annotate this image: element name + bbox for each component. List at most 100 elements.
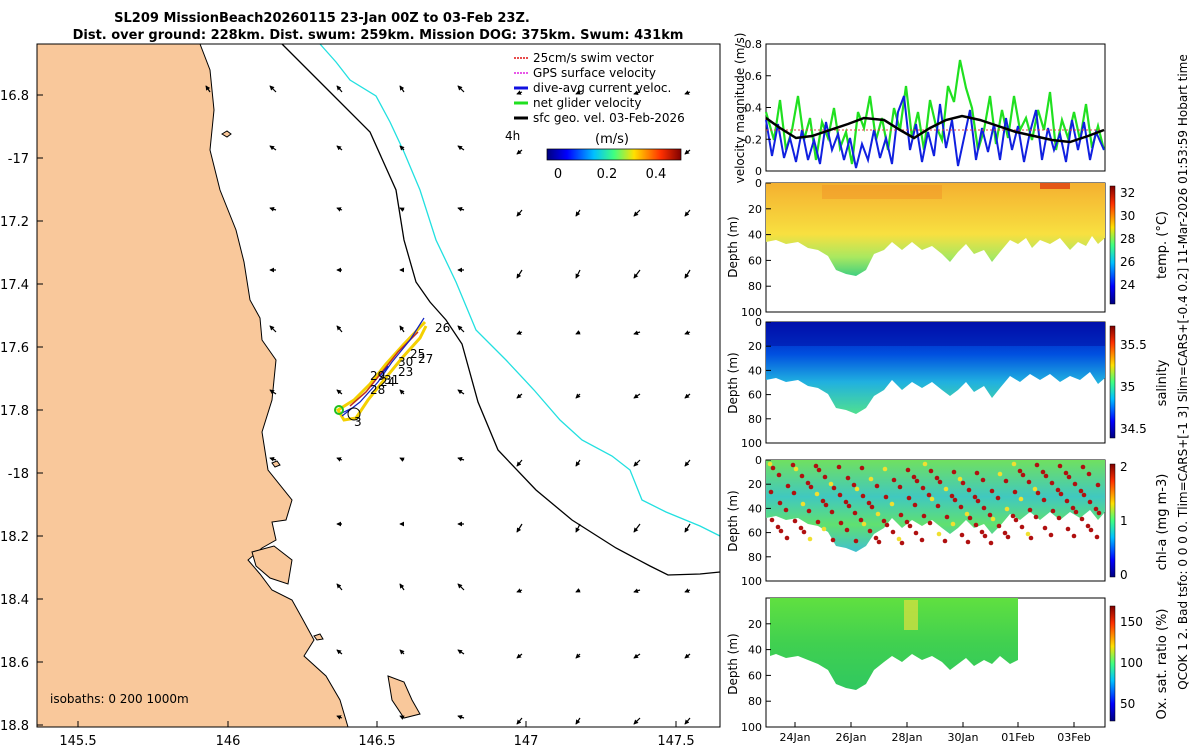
chla-dot — [1055, 487, 1061, 493]
chla-dot — [883, 494, 889, 500]
depth-tick-label: 40 — [748, 364, 762, 377]
time-x-ticks: 24Jan 26Jan 28Jan 30Jan 01Feb 03Feb — [780, 722, 1091, 744]
day-label: 3 — [354, 415, 362, 429]
chla-dot — [937, 479, 943, 485]
chla-dot — [911, 474, 917, 480]
chla-dot — [944, 514, 950, 520]
current-arrow — [516, 330, 523, 335]
current-arrow — [684, 653, 691, 659]
chla-dot — [951, 469, 957, 475]
chla-dot — [851, 482, 857, 488]
depth-tick-label: 20 — [748, 618, 762, 631]
salinity-panel[interactable]: salinity Depth (m) 0 20 40 60 80 100 35.5 35 34.… — [726, 316, 1170, 450]
salinity-cbar-label: salinity — [1155, 359, 1170, 406]
map-y-tick-label: 18.2 — [0, 530, 29, 545]
title-line-2: Dist. over ground: 228km. Dist. swum: 25… — [73, 28, 684, 43]
cbar-tick-label: 35 — [1120, 380, 1135, 394]
chla-dot — [929, 496, 935, 502]
chla-dot — [1033, 514, 1039, 520]
title-line-1: SL209 MissionBeach20260115 23-Jan 00Z to… — [114, 11, 530, 26]
current-arrow — [633, 330, 641, 336]
current-arrow — [269, 85, 277, 93]
chla-dot — [912, 502, 918, 508]
chla-panel[interactable]: chl-a (mg m-3) Depth (m) 0 20 40 60 80 100 2 1 0 — [726, 454, 1170, 588]
time-tick-label: 03Feb — [1057, 731, 1090, 744]
map-y-tick-label: 17.4 — [0, 278, 29, 293]
current-arrow — [399, 457, 405, 462]
chla-dot — [837, 492, 843, 498]
map-y-tick-label: -18 — [8, 467, 29, 482]
chla-dot — [965, 539, 971, 545]
chla-dot — [958, 504, 964, 510]
current-arrow — [399, 145, 405, 151]
map-x-tick-label: 147.5 — [657, 734, 694, 749]
glider-track-inner — [349, 331, 419, 407]
chla-cbar-label: chl-a (mg m-3) — [1155, 474, 1170, 571]
speed-cbar-tick: 0.4 — [646, 167, 667, 182]
chla-dot — [1096, 510, 1102, 516]
chla-dot — [1043, 473, 1049, 479]
chla-dot — [974, 470, 980, 476]
chla-dot — [784, 535, 790, 541]
chla-dot — [950, 521, 956, 527]
day-label: 26 — [435, 321, 450, 335]
chla-dot — [778, 528, 784, 534]
current-arrow — [575, 90, 581, 95]
chla-dot — [799, 473, 805, 479]
chla-dot — [898, 512, 904, 518]
chla-dot — [829, 509, 835, 515]
chla-dot — [791, 490, 797, 496]
chla-dot — [980, 477, 986, 483]
chla-dot — [987, 512, 993, 518]
current-arrow — [684, 90, 691, 95]
chla-dot — [768, 489, 774, 495]
chla-dot — [907, 523, 913, 529]
chla-dot — [906, 495, 912, 501]
chla-dot — [767, 461, 773, 467]
chla-dot — [836, 464, 842, 470]
chla-dot — [1005, 534, 1011, 540]
current-arrow — [633, 717, 641, 725]
chla-dot — [1041, 497, 1047, 503]
chla-dot — [882, 466, 888, 472]
chla-dot — [927, 520, 933, 526]
chla-dot — [801, 529, 807, 535]
chla-dot — [859, 465, 865, 471]
chla-dot — [1040, 469, 1046, 475]
current-arrow — [684, 459, 691, 467]
chla-dot — [966, 487, 972, 493]
velocity-panel[interactable]: velocity magnitude (m/s) 0 0.2 0.4 0.6 0.8 — [733, 33, 1106, 184]
current-arrow — [575, 523, 581, 533]
warm-surface-band — [822, 185, 942, 199]
chla-dot — [775, 524, 781, 530]
current-arrow — [575, 588, 581, 593]
current-arrow — [684, 523, 691, 533]
map-frame — [36, 43, 721, 728]
current-arrow — [457, 85, 465, 93]
current-arrow — [269, 325, 277, 333]
current-arrow — [399, 85, 405, 93]
temperature-panel[interactable]: temp. (°C) Depth (m) 0 20 40 60 80 100 32 30 28 2… — [726, 177, 1170, 319]
chla-dot — [1064, 498, 1070, 504]
current-arrow — [269, 389, 277, 395]
current-arrow — [336, 649, 343, 655]
vel-tick-label: 0.6 — [745, 70, 763, 83]
chla-dot — [891, 477, 897, 483]
oxygen-ylabel: Depth (m) — [726, 633, 740, 694]
chla-dot — [1094, 534, 1100, 540]
chla-dot — [957, 476, 963, 482]
legend-label: 25cm/s swim vector — [533, 51, 654, 65]
current-arrow — [684, 717, 691, 725]
current-arrow — [516, 90, 523, 95]
cbar-tick-label: 24 — [1120, 278, 1135, 292]
oxygen-panel[interactable]: Ox. sat. ratio (%) Depth (m) 20 40 60 80 100… — [726, 597, 1170, 734]
glider-start-marker — [334, 405, 344, 415]
current-arrow — [516, 523, 523, 533]
current-arrow — [336, 325, 343, 333]
chla-dot — [813, 463, 819, 469]
depth-tick-label: 40 — [748, 502, 762, 515]
isobath-1000 — [319, 43, 721, 537]
day-label: 27 — [418, 352, 433, 366]
chla-dot — [861, 521, 867, 527]
